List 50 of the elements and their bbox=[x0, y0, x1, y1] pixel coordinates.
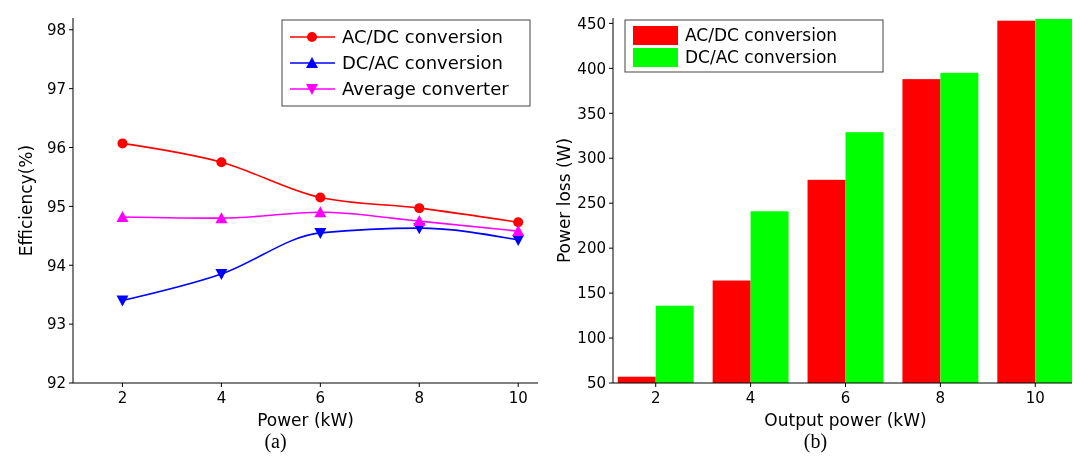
y-tick-label: 100 bbox=[577, 329, 606, 348]
x-tick-label: 6 bbox=[840, 389, 851, 407]
y-axis-title: Efficiency(%) bbox=[16, 144, 36, 257]
point bbox=[414, 203, 425, 214]
point bbox=[512, 225, 525, 237]
y-tick-label: 300 bbox=[577, 149, 606, 168]
y-tick-label: 150 bbox=[577, 284, 606, 303]
point bbox=[215, 212, 228, 224]
x-axis-title: Output power (kW) bbox=[764, 410, 927, 430]
y-tick-label: 400 bbox=[577, 59, 606, 78]
x-tick-label: 4 bbox=[745, 389, 756, 407]
y-tick-label: 96 bbox=[46, 138, 66, 157]
y-tick-label: 95 bbox=[46, 197, 66, 216]
y-tick-label: 250 bbox=[577, 194, 606, 213]
y-tick-label: 350 bbox=[577, 104, 606, 123]
point bbox=[117, 138, 128, 149]
point bbox=[315, 192, 326, 203]
x-tick-label: 10 bbox=[1025, 389, 1045, 407]
y-tick-label: 97 bbox=[46, 79, 66, 98]
y-tick-label: 94 bbox=[46, 256, 66, 275]
legend-label: DC/AC conversion bbox=[342, 52, 504, 74]
y-axis-title: Power loss (W) bbox=[554, 137, 574, 264]
y-tick-label: 98 bbox=[46, 21, 66, 40]
legend-label: AC/DC conversion bbox=[685, 24, 838, 45]
point bbox=[216, 157, 227, 168]
y-tick-label: 450 bbox=[577, 14, 606, 33]
x-tick-label: 2 bbox=[650, 389, 661, 407]
y-tick-label: 92 bbox=[46, 374, 66, 393]
legend-label: Average converter bbox=[342, 78, 510, 100]
text: (a) bbox=[264, 430, 287, 453]
point bbox=[314, 206, 327, 218]
x-tick-label: 4 bbox=[216, 389, 227, 407]
point bbox=[413, 215, 426, 227]
y-tick-label: 50 bbox=[586, 374, 606, 393]
text: (b) bbox=[803, 430, 828, 453]
point bbox=[314, 227, 327, 239]
x-axis-title: Power (kW) bbox=[257, 410, 354, 430]
point bbox=[116, 295, 129, 307]
x-tick-label: 6 bbox=[315, 389, 326, 407]
legend-label: DC/AC conversion bbox=[685, 46, 838, 67]
point bbox=[215, 269, 228, 281]
y-tick-label: 93 bbox=[46, 315, 66, 334]
point bbox=[513, 217, 524, 228]
legend-label: AC/DC conversion bbox=[342, 26, 504, 48]
x-tick-label: 10 bbox=[508, 389, 528, 407]
point bbox=[116, 210, 129, 222]
x-tick-label: 2 bbox=[117, 389, 128, 407]
x-tick-label: 8 bbox=[414, 389, 425, 407]
x-tick-label: 8 bbox=[935, 389, 946, 407]
y-tick-label: 200 bbox=[577, 239, 606, 258]
